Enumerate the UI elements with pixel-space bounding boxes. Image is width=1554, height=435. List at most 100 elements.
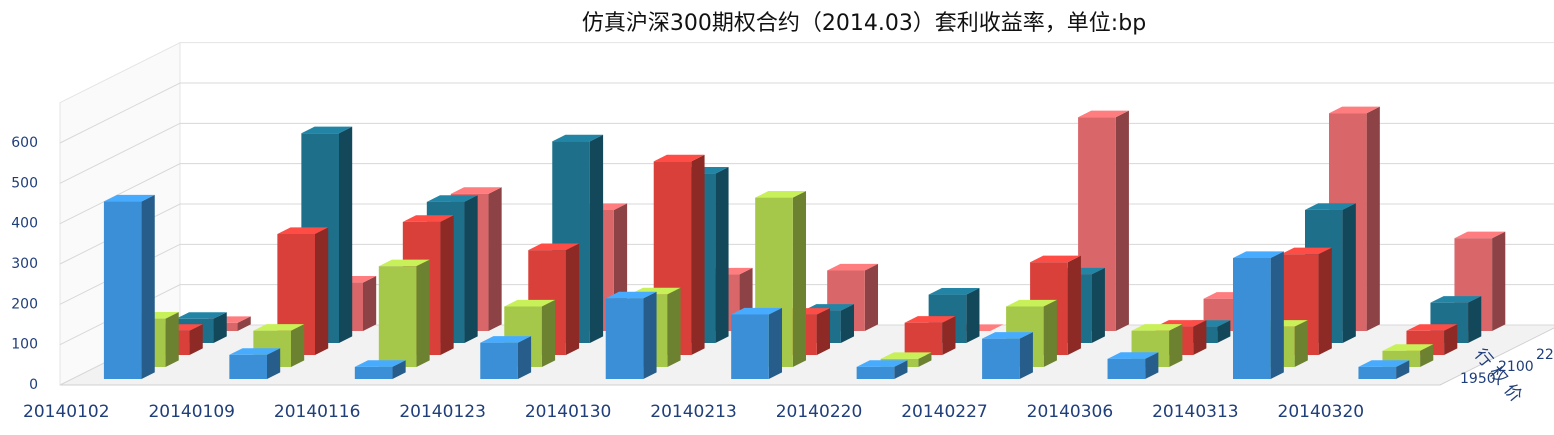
bar-top bbox=[1305, 203, 1356, 210]
bar bbox=[378, 266, 417, 367]
bar-side bbox=[1444, 324, 1458, 355]
x-tick-label: 20140102 bbox=[23, 402, 110, 422]
bar-top bbox=[880, 352, 932, 359]
bar-side bbox=[1043, 299, 1057, 367]
bar-top bbox=[426, 195, 478, 202]
x-tick-label: 20140320 bbox=[1278, 402, 1365, 422]
bar-side bbox=[864, 263, 879, 331]
bar-side bbox=[363, 276, 377, 331]
bar-side bbox=[1270, 251, 1284, 379]
x-tick-label: 20140109 bbox=[148, 402, 235, 422]
bar-side bbox=[488, 187, 502, 331]
y-tick-label: 100 bbox=[11, 337, 38, 353]
bar-side bbox=[715, 167, 729, 343]
bar-top bbox=[504, 299, 556, 307]
bar-top bbox=[1430, 296, 1482, 303]
x-tick-label: 20140227 bbox=[901, 402, 988, 422]
bar bbox=[1107, 358, 1146, 379]
bar-top bbox=[301, 126, 353, 134]
x-tick-label: 20140213 bbox=[650, 402, 737, 422]
bar-top bbox=[856, 360, 908, 367]
bar-side bbox=[816, 308, 831, 355]
y-tick-label: 0 bbox=[29, 377, 38, 393]
bar-top bbox=[378, 259, 430, 267]
bar-side bbox=[1169, 324, 1183, 367]
y-tick-label: 500 bbox=[11, 175, 38, 191]
bar-top bbox=[552, 134, 604, 142]
bar-side bbox=[1091, 267, 1105, 343]
bar-side bbox=[1492, 231, 1506, 331]
y-tick-label: 200 bbox=[11, 296, 38, 312]
bar-top bbox=[1078, 110, 1129, 118]
bar-top bbox=[755, 191, 807, 198]
bar-side bbox=[643, 291, 657, 379]
bar-side bbox=[165, 312, 179, 367]
chart-title: 仿真沪深300期权合约（2014.03）套利收益率，单位:bp bbox=[582, 11, 1146, 36]
bar-side bbox=[291, 324, 305, 367]
bar-side bbox=[840, 304, 855, 343]
bar-top bbox=[1281, 247, 1332, 255]
x-tick-label: 20140220 bbox=[776, 402, 863, 422]
bar-side bbox=[918, 352, 932, 367]
bar-top bbox=[928, 288, 980, 295]
bar-side bbox=[517, 336, 532, 379]
bar-side bbox=[1217, 320, 1231, 343]
bar-top bbox=[1233, 251, 1284, 258]
z-tick-label: 1950 bbox=[1460, 371, 1496, 387]
x-tick-label: 20140306 bbox=[1027, 402, 1114, 422]
bar-side bbox=[267, 348, 281, 379]
bar-top bbox=[982, 332, 1033, 339]
bar-side bbox=[768, 307, 783, 379]
bar-side bbox=[315, 227, 329, 355]
bar-top bbox=[1131, 324, 1183, 331]
bar-side bbox=[1468, 296, 1482, 343]
bar-top bbox=[605, 291, 657, 299]
bar-side bbox=[189, 324, 203, 355]
bar-side bbox=[464, 195, 478, 343]
bar-top bbox=[1382, 344, 1434, 351]
bar bbox=[731, 314, 769, 379]
bar-top bbox=[1329, 106, 1380, 114]
bar-side bbox=[792, 191, 807, 367]
bar-side bbox=[141, 194, 155, 379]
bar bbox=[1233, 258, 1271, 379]
bar-side bbox=[1115, 110, 1129, 331]
bar bbox=[856, 366, 895, 379]
bar bbox=[982, 338, 1020, 379]
x-tick-label: 20140123 bbox=[399, 402, 486, 422]
bar-top bbox=[1406, 324, 1458, 331]
bar-top bbox=[175, 312, 227, 319]
bar-top bbox=[731, 307, 783, 315]
bar-top bbox=[1107, 352, 1159, 359]
bar bbox=[1358, 366, 1397, 379]
bar-side bbox=[213, 312, 227, 343]
y-tick-label: 400 bbox=[11, 216, 38, 232]
bar-side bbox=[392, 360, 406, 379]
x-tick-label: 20140130 bbox=[525, 402, 612, 422]
bar-side bbox=[942, 316, 956, 355]
bar-side bbox=[1019, 332, 1033, 379]
bar-side bbox=[1396, 360, 1410, 379]
bar-top bbox=[528, 243, 580, 251]
bar-top bbox=[653, 154, 705, 162]
bar-top bbox=[827, 263, 879, 271]
bar-side bbox=[565, 243, 580, 355]
bar-top bbox=[1030, 255, 1081, 263]
bar-side bbox=[589, 134, 604, 343]
bar bbox=[103, 201, 142, 379]
bar-top bbox=[354, 360, 406, 367]
x-tick-label: 20140116 bbox=[274, 402, 361, 422]
bar-side bbox=[894, 360, 908, 379]
bar-side bbox=[440, 215, 454, 355]
bar-side bbox=[1067, 255, 1081, 355]
bar-side bbox=[339, 126, 353, 344]
bar bbox=[480, 342, 518, 379]
bar-side bbox=[1294, 320, 1308, 367]
bar-side bbox=[237, 316, 251, 331]
bar-side bbox=[1193, 320, 1207, 355]
bar-side bbox=[1342, 203, 1356, 343]
bar bbox=[605, 298, 644, 379]
bar-side bbox=[1420, 344, 1434, 367]
bar-top bbox=[402, 215, 454, 222]
x-tick-label: 20140313 bbox=[1152, 402, 1239, 422]
